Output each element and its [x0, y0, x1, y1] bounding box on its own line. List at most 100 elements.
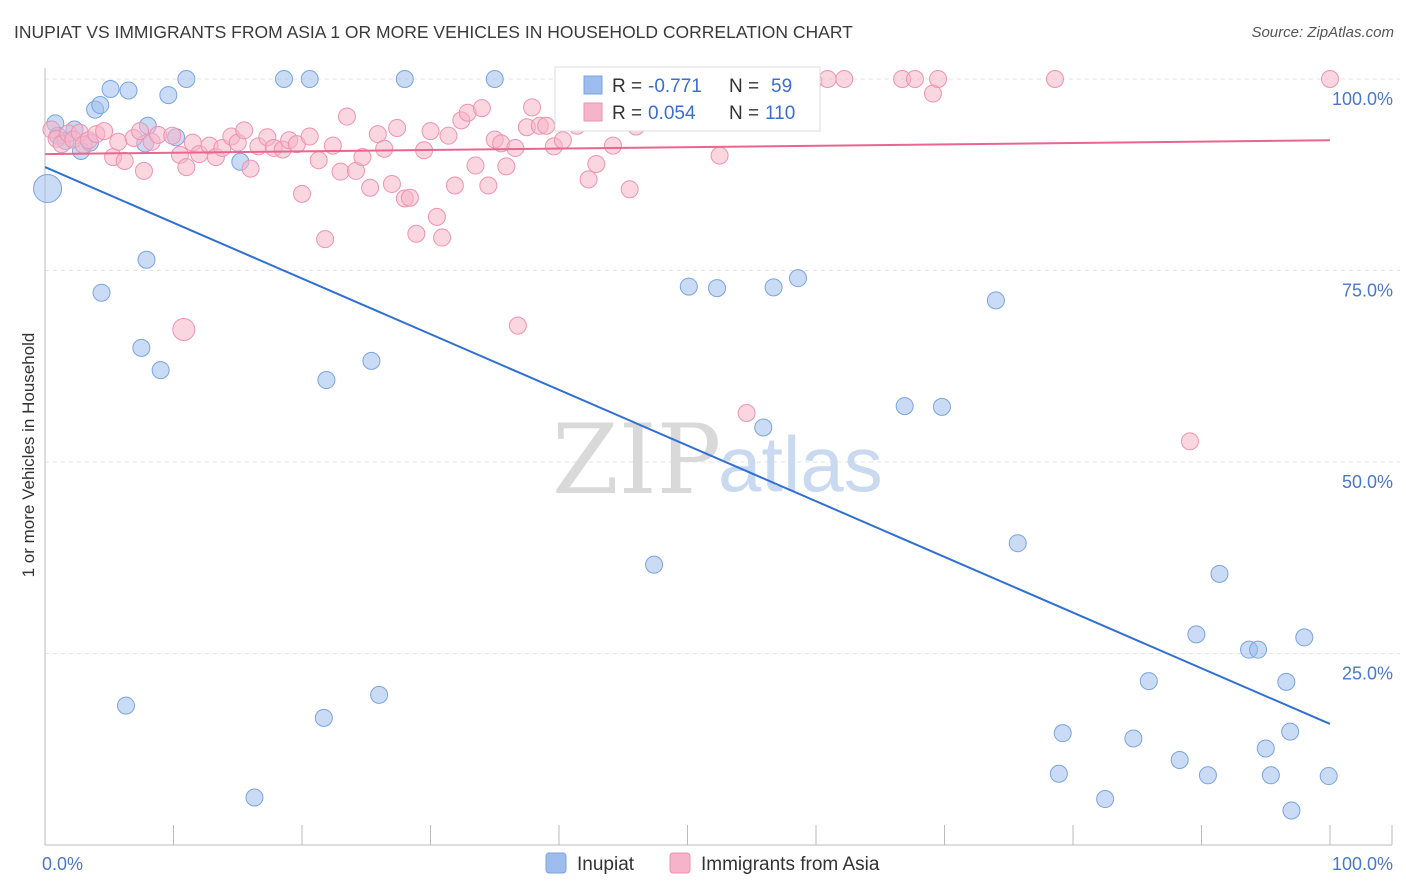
asia-point-57 — [439, 126, 458, 145]
asia-point-20 — [177, 158, 196, 177]
gridlines — [45, 78, 1400, 654]
inupiat-point-19 — [395, 70, 414, 88]
inupiat-point-39 — [245, 788, 264, 807]
watermark-zip: ZIP — [552, 404, 721, 516]
inupiat-point-54 — [1170, 750, 1189, 769]
y-tick-label-2: 50.0% — [1342, 472, 1393, 492]
asia-point-55 — [427, 207, 446, 226]
inupiat-point-57 — [1319, 767, 1338, 786]
asia-point-42 — [337, 107, 356, 126]
inupiat-point-53 — [1096, 790, 1115, 809]
inupiat-point-34 — [932, 397, 951, 416]
asia-point-12 — [115, 151, 134, 170]
asia-point-41 — [331, 162, 350, 181]
bottom-legend: Inupiat Immigrants from Asia — [545, 852, 880, 875]
asia-point-62 — [472, 99, 491, 118]
asia-point-81 — [620, 180, 639, 199]
tick-labels: 100.0% 75.0% 50.0% 25.0% 0.0% 100.0% — [42, 89, 1393, 874]
watermark-atlas: atlas — [718, 420, 883, 508]
inupiat-point-48 — [1053, 724, 1072, 743]
x-tick-label-1: 100.0% — [1332, 854, 1393, 874]
inupiat-point-23 — [132, 338, 151, 357]
inupiat-point-24 — [151, 361, 170, 380]
bottom-legend-asia: Immigrants from Asia — [701, 854, 880, 875]
asia-point-36 — [293, 184, 311, 203]
asia-point-103 — [1046, 70, 1065, 88]
asia-point-11 — [109, 132, 128, 151]
legend-swatch-asia — [583, 102, 603, 122]
asia-point-15 — [134, 161, 153, 180]
inupiat-point-30 — [789, 269, 808, 288]
inupiat-point-47 — [1277, 672, 1296, 691]
asia-point-109 — [710, 146, 729, 165]
asia-point-48 — [382, 174, 401, 193]
asia-point-97 — [818, 70, 837, 88]
inupiat-point-28 — [708, 279, 727, 298]
inupiat-point-38 — [116, 696, 135, 715]
asia-point-56 — [433, 228, 452, 247]
legend-n-label-2: N = — [729, 103, 759, 124]
asia-point-40 — [323, 136, 342, 155]
inupiat-point-37 — [1210, 564, 1229, 583]
asia-point-18 — [163, 126, 182, 145]
asia-point-39 — [316, 230, 335, 249]
asia-point-107 — [737, 403, 756, 422]
inupiat-point-18 — [300, 70, 319, 88]
inupiat-point-56 — [1261, 766, 1280, 785]
legend-r-label-1: R = — [612, 76, 642, 97]
inupiat-point-8 — [91, 96, 110, 115]
asia-point-76 — [579, 170, 598, 189]
asia-point-9 — [95, 122, 114, 141]
inupiat-point-27 — [679, 277, 698, 296]
inupiat-point-46 — [1139, 672, 1158, 691]
inupiat-point-44 — [1249, 640, 1268, 659]
y-tick-label-3: 25.0% — [1342, 664, 1393, 684]
bottom-legend-swatch-asia — [669, 852, 691, 874]
asia-point-77 — [587, 155, 606, 174]
legend-r-label-2: R = — [612, 103, 642, 124]
asia-point-106 — [172, 317, 196, 341]
asia-point-79 — [603, 136, 622, 155]
asia-point-38 — [309, 151, 328, 170]
legend-n-label-1: N = — [729, 76, 759, 97]
asia-point-28 — [235, 121, 254, 140]
asia-point-29 — [241, 159, 260, 178]
inupiat-point-58 — [1282, 801, 1301, 820]
inupiat-point-10 — [119, 81, 138, 100]
trend-lines — [44, 139, 1331, 725]
asia-point-104 — [1321, 70, 1339, 88]
inupiat-point-52 — [1049, 764, 1068, 783]
inupiat-point-45 — [1295, 628, 1314, 647]
inupiat-point-32 — [754, 418, 773, 437]
asia-point-100 — [905, 70, 924, 88]
inupiat-point-31 — [986, 291, 1005, 310]
y-tick-label-0: 100.0% — [1332, 89, 1393, 109]
series-inupiat-points — [33, 70, 1338, 820]
inupiat-point-20 — [485, 70, 504, 88]
inupiat-trend-line — [44, 166, 1331, 725]
x-tick-label-0: 0.0% — [42, 854, 83, 874]
inupiat-point-0 — [33, 174, 63, 204]
inupiat-point-29 — [764, 278, 783, 297]
asia-point-66 — [497, 157, 516, 176]
asia-point-14 — [131, 122, 150, 141]
asia-point-45 — [361, 178, 380, 197]
inupiat-point-50 — [1256, 739, 1275, 758]
bottom-legend-inupiat: Inupiat — [577, 854, 635, 875]
asia-point-67 — [506, 138, 525, 157]
inupiat-point-55 — [1198, 766, 1217, 785]
asia-point-63 — [479, 176, 498, 195]
inupiat-point-49 — [1124, 729, 1143, 748]
inupiat-point-35 — [645, 555, 664, 574]
asia-point-105 — [508, 316, 527, 335]
legend-r-value-1: -0.771 — [648, 76, 702, 97]
asia-point-102 — [929, 70, 948, 88]
y-tick-label-1: 75.0% — [1342, 281, 1393, 301]
watermark: ZIP atlas — [552, 404, 883, 516]
inupiat-point-13 — [159, 86, 178, 105]
asia-point-47 — [375, 139, 394, 158]
asia-point-52 — [407, 224, 426, 243]
asia-point-69 — [523, 98, 542, 117]
legend-r-value-2: 0.054 — [648, 103, 696, 124]
asia-point-37 — [300, 127, 319, 146]
